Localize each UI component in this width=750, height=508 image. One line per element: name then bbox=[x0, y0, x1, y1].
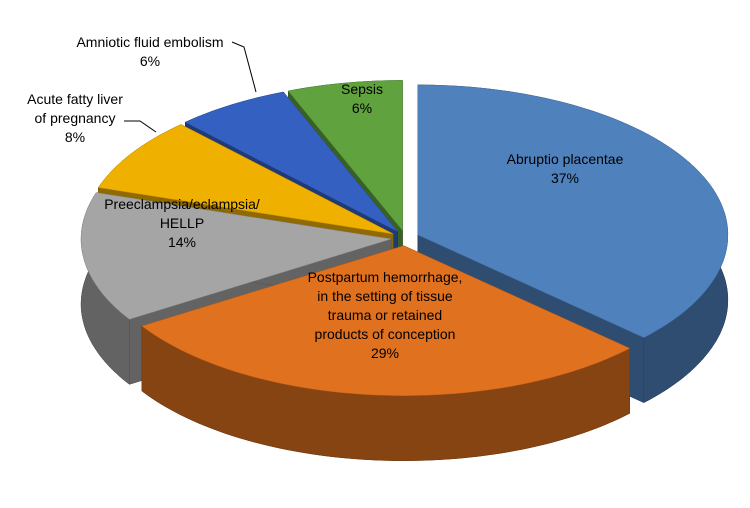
category-label: Preeclampsia/eclampsia/ HELLP bbox=[104, 196, 260, 231]
slice-label: Abruptio placentae 37% bbox=[507, 150, 624, 188]
slice bbox=[141, 245, 631, 396]
category-label: Abruptio placentae bbox=[506, 151, 624, 167]
category-label: Amniotic fluid embolism bbox=[76, 34, 224, 50]
value-label: 37% bbox=[550, 170, 580, 186]
category-label: Acute fatty liver of pregnancy bbox=[27, 91, 123, 126]
value-label: 8% bbox=[64, 129, 86, 145]
slice bbox=[287, 80, 403, 232]
slice bbox=[184, 91, 398, 232]
leader-line bbox=[231, 41, 257, 93]
slice-label: Postpartum hemorrhage, in the setting of… bbox=[308, 268, 463, 363]
slice-label: Sepsis 6% bbox=[341, 80, 383, 118]
category-label: Sepsis bbox=[340, 81, 384, 97]
slice bbox=[417, 84, 729, 338]
category-label: Postpartum hemorrhage, in the setting of… bbox=[307, 269, 463, 342]
slice bbox=[97, 124, 394, 235]
value-label: 14% bbox=[167, 234, 197, 250]
slice-label: Acute fatty liver of pregnancy 8% bbox=[27, 90, 123, 147]
value-label: 6% bbox=[351, 100, 373, 116]
slice-label: Amniotic fluid embolism 6% bbox=[76, 33, 223, 71]
slice-label: Preeclampsia/eclampsia/ HELLP 14% bbox=[104, 195, 260, 252]
value-label: 6% bbox=[139, 53, 161, 69]
value-label: 29% bbox=[370, 345, 400, 361]
leader-line bbox=[124, 120, 157, 133]
slice bbox=[80, 192, 392, 320]
slice-tops bbox=[80, 80, 729, 396]
